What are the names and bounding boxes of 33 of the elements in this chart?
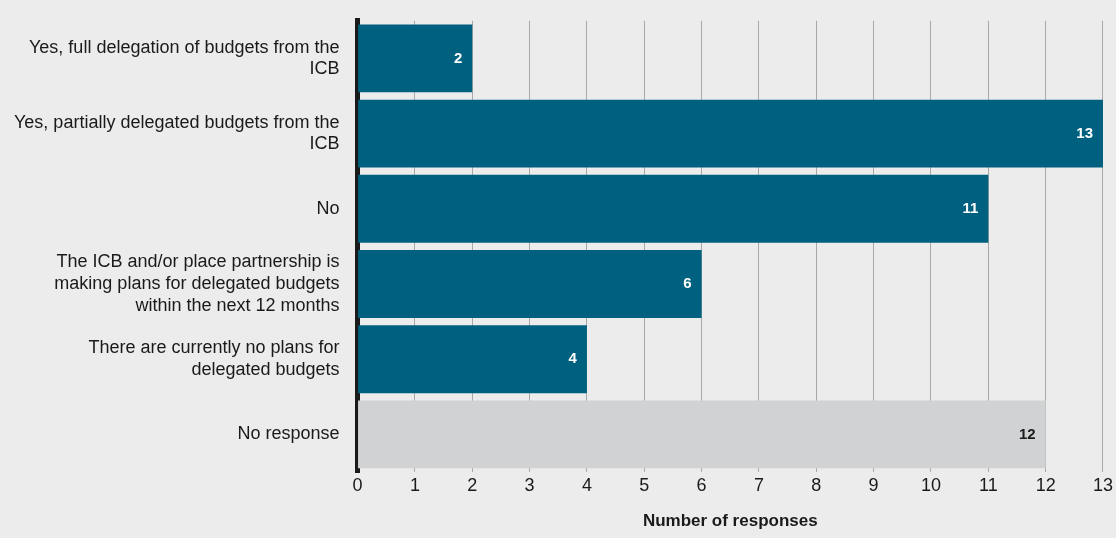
data-label: 13 bbox=[1076, 123, 1093, 141]
x-tick-label: 4 bbox=[581, 474, 592, 495]
y-tick-label: There are currently no plans for delegated budgets bbox=[88, 337, 340, 379]
x-tick-label: 1 bbox=[409, 474, 420, 495]
x-tick-label: 3 bbox=[524, 474, 535, 495]
x-tick-label: 8 bbox=[811, 474, 822, 495]
bar bbox=[358, 250, 702, 318]
x-tick-label: 2 bbox=[467, 474, 478, 495]
bar bbox=[358, 325, 587, 394]
data-label: 4 bbox=[568, 349, 578, 367]
y-tick-label: The ICB and/or place partnership is making plans for delegated budgets within the next 12 months bbox=[54, 251, 340, 315]
data-label: 11 bbox=[962, 198, 979, 216]
bar bbox=[358, 400, 1046, 469]
x-tick-label: 11 bbox=[978, 474, 998, 495]
y-tick-label: No response bbox=[237, 423, 340, 444]
x-tick-label: 7 bbox=[753, 474, 764, 495]
y-tick-label: No bbox=[316, 197, 340, 218]
bar bbox=[358, 174, 989, 243]
x-tick-label: 9 bbox=[868, 474, 879, 495]
x-tick-label: 6 bbox=[696, 474, 707, 495]
x-tick-label: 12 bbox=[1035, 474, 1056, 495]
bar bbox=[358, 24, 473, 93]
x-tick-label: 5 bbox=[639, 474, 650, 495]
x-tick-label: 10 bbox=[920, 474, 941, 495]
data-label: 6 bbox=[683, 274, 692, 292]
x-axis-title: Number of responses bbox=[642, 511, 818, 531]
x-tick-label: 13 bbox=[1092, 474, 1113, 495]
data-label: 2 bbox=[453, 48, 463, 66]
y-tick-label: Yes, partially delegated budgets from the ICB bbox=[14, 111, 340, 154]
data-label: 12 bbox=[1018, 424, 1036, 442]
y-tick-label: Yes, full delegation of budgets from the ICB bbox=[29, 36, 340, 79]
x-tick-label: 0 bbox=[352, 474, 363, 495]
bar bbox=[358, 99, 1103, 168]
